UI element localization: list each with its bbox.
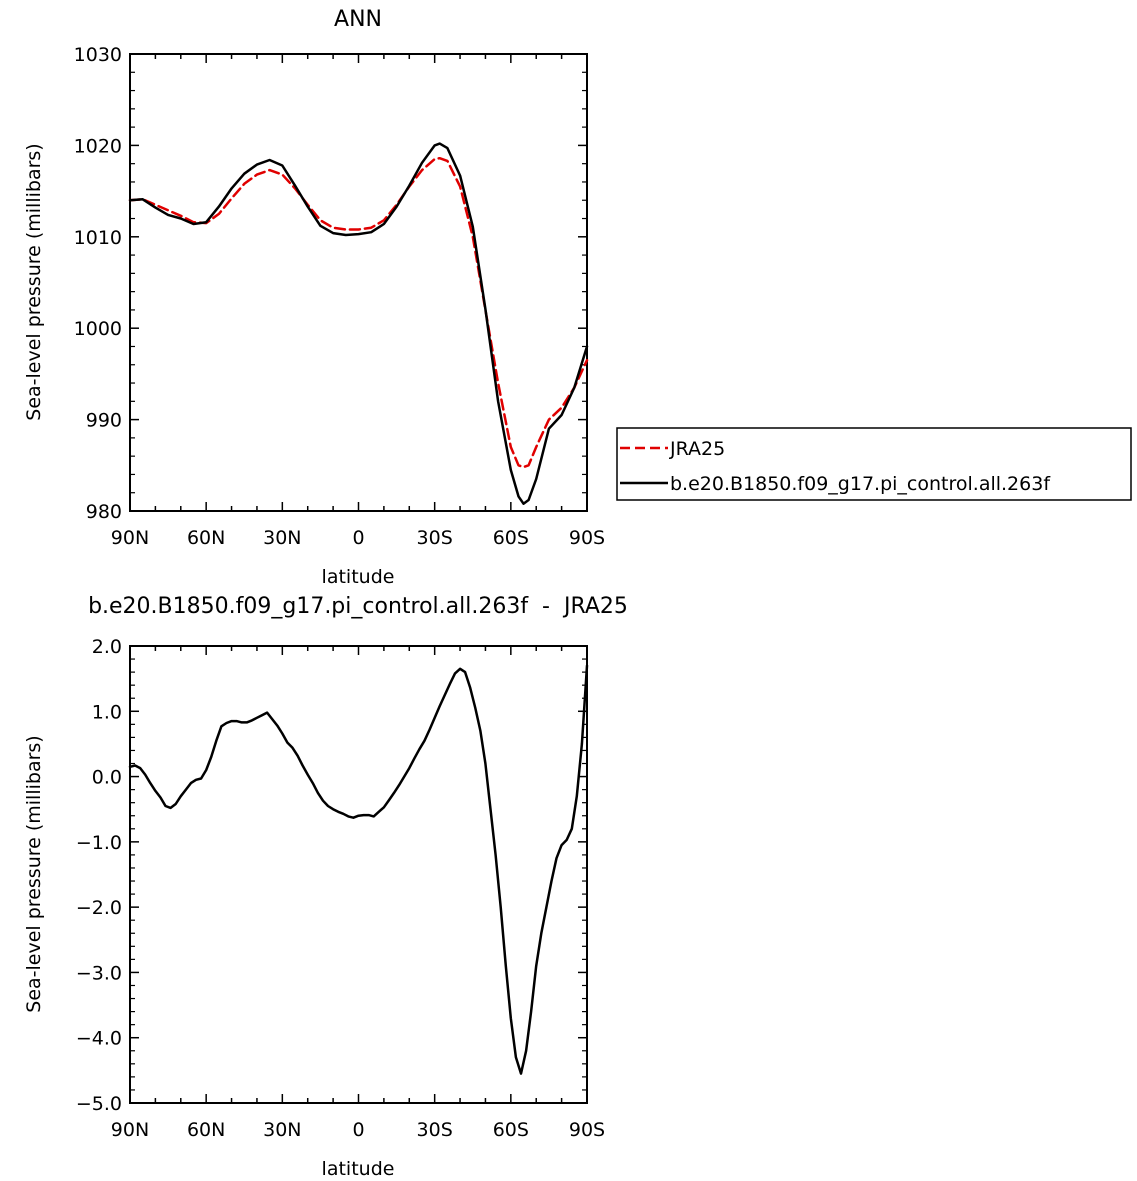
axis-ticks [129, 645, 588, 1104]
bottom-difference-chart: b.e20.B1850.f09_g17.pi_control.all.263f … [23, 594, 628, 1180]
chart-title: ANN [334, 7, 382, 32]
plot-frame [129, 53, 588, 512]
x-tick-label: 60S [493, 1119, 529, 1141]
y-axis-label: Sea-level pressure (millibars) [23, 143, 45, 420]
chart-title: b.e20.B1850.f09_g17.pi_control.all.263f … [88, 594, 628, 619]
y-tick-label: 0.0 [92, 767, 122, 789]
y-tick-label: 990 [86, 410, 122, 432]
y-tick-label: 1010 [74, 227, 122, 249]
series-line-0 [128, 664, 589, 1075]
tick-labels: 90N 60N 30N 0 30S 60S 90S 980 990 1000 1010 1020 103… [74, 44, 605, 549]
x-tick-label: 60N [187, 1119, 225, 1141]
y-tick-label: −1.0 [76, 832, 122, 854]
x-tick-label: 0 [352, 1119, 364, 1141]
x-axis-label: latitude [322, 566, 395, 588]
x-tick-label: 30N [263, 1119, 301, 1141]
x-tick-label: 60S [493, 527, 529, 549]
series-lines [128, 142, 589, 505]
legend-label-model: b.e20.B1850.f09_g17.pi_control.all.263f [670, 473, 1051, 495]
x-tick-label: 0 [352, 527, 364, 549]
y-axis-label: Sea-level pressure (millibars) [23, 735, 45, 1012]
legend-box [616, 427, 1132, 501]
y-tick-label: 1000 [74, 318, 122, 340]
x-tick-label: 90N [111, 1119, 149, 1141]
y-tick-label: 980 [86, 501, 122, 523]
axis-ticks [129, 53, 588, 512]
series-line-0 [128, 156, 589, 469]
y-tick-label: 2.0 [92, 636, 122, 658]
legend: JRA25 b.e20.B1850.f09_g17.pi_control.all… [616, 427, 1132, 501]
x-tick-label: 90N [111, 527, 149, 549]
x-tick-label: 90S [569, 1119, 605, 1141]
series-line-1 [128, 142, 589, 505]
x-axis-label: latitude [322, 1158, 395, 1180]
x-tick-label: 30S [417, 1119, 453, 1141]
x-tick-label: 60N [187, 527, 225, 549]
legend-label-jra25: JRA25 [669, 438, 725, 460]
y-tick-label: 1020 [74, 135, 122, 157]
y-tick-label: 1030 [74, 44, 122, 66]
x-tick-label: 30S [417, 527, 453, 549]
y-tick-label: −5.0 [76, 1093, 122, 1115]
y-tick-label: −2.0 [76, 897, 122, 919]
y-tick-label: −3.0 [76, 962, 122, 984]
y-tick-label: −4.0 [76, 1028, 122, 1050]
y-tick-label: 1.0 [92, 701, 122, 723]
plot-frame [129, 645, 588, 1104]
x-tick-label: 90S [569, 527, 605, 549]
tick-labels: 90N 60N 30N 0 30S 60S 90S −5.0 −4.0 −3.0 −2.0 −1.0 0… [76, 636, 605, 1141]
x-tick-label: 30N [263, 527, 301, 549]
series-lines [128, 664, 589, 1075]
top-line-chart: ANN 90N 60N 30N 0 30S 60S 90S 980 990 1000 1010 102… [23, 7, 1132, 588]
